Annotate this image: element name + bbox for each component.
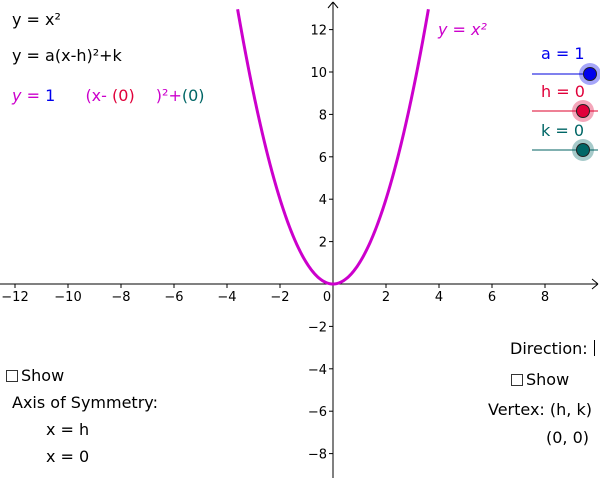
- x-tick-label: −10: [54, 290, 81, 305]
- eq-k-value: (0): [181, 86, 205, 105]
- equation-current: y = 1 (x- (0) )²+(0): [12, 88, 205, 104]
- x-axis-arrow: [591, 283, 599, 290]
- eq-square-term: )²+: [155, 86, 182, 105]
- y-tick-label: 12: [310, 24, 327, 39]
- eq-h-value: (0): [112, 86, 135, 105]
- x-tick-label: 6: [488, 290, 496, 305]
- y-tick-label: 10: [310, 66, 327, 81]
- y-axis-arrow: [327, 1, 334, 9]
- eq-x-term: (x-: [85, 86, 107, 105]
- plot-label-text: y = x: [438, 20, 481, 39]
- axis-of-symmetry-value: x = 0: [46, 447, 90, 466]
- x-tick-label: −6: [164, 290, 183, 305]
- equation-vertex-form: y = a(x-h)²+k: [12, 46, 122, 65]
- axis-show-checkbox[interactable]: Show: [6, 368, 64, 384]
- x-tick-label: 0: [323, 290, 331, 305]
- vertex-value: (0, 0): [546, 428, 590, 447]
- slider-h-label: h = 0: [541, 82, 585, 101]
- parabola-curve[interactable]: [236, 8, 430, 286]
- y-tick-label: 8: [319, 108, 327, 123]
- checkbox-icon[interactable]: [6, 370, 18, 382]
- axis-of-symmetry-formula: x = h: [46, 420, 90, 439]
- y-tick-label: −4: [308, 363, 327, 378]
- equation-y-x-squared: y = x²: [12, 10, 61, 29]
- checkbox-icon[interactable]: [511, 374, 523, 386]
- y-tick-label: 4: [319, 193, 327, 208]
- direction-cup-icon: [594, 340, 600, 356]
- x-tick-label: 8: [541, 290, 549, 305]
- y-tick-label: 6: [319, 151, 327, 166]
- eq-y-symbol: y: [12, 86, 22, 105]
- tick-labels: −12 −10 −8 −6 −4 −2 0 2 4 6 8 −8 −6 −4 −2 2 4 6 8 10 12: [1, 24, 549, 463]
- plot-function-label: y = x²: [438, 22, 487, 38]
- slider-k-knob[interactable]: [576, 143, 590, 157]
- plot-label-superscript: ²: [480, 20, 487, 39]
- slider-a-knob[interactable]: [583, 67, 597, 81]
- slider-a-label: a = 1: [541, 44, 585, 63]
- eq-equals: =: [26, 86, 40, 105]
- direction-label: Direction:: [510, 339, 588, 358]
- y-tick-label: 2: [319, 236, 327, 251]
- slider-h-knob[interactable]: [576, 104, 590, 118]
- axis-show-label: Show: [21, 366, 65, 385]
- vertex-show-label: Show: [526, 370, 570, 389]
- vertex-label: Vertex: (h, k): [488, 400, 592, 419]
- x-axis-arrow: [591, 278, 599, 285]
- y-tick-label: −6: [308, 405, 327, 420]
- x-tick-label: −8: [111, 290, 130, 305]
- y-axis-arrow: [332, 1, 339, 9]
- axis-of-symmetry-title: Axis of Symmetry:: [12, 393, 158, 412]
- x-tick-label: −4: [217, 290, 236, 305]
- x-tick-label: 2: [382, 290, 390, 305]
- vertex-show-checkbox[interactable]: Show: [511, 372, 569, 388]
- x-tick-label: 4: [435, 290, 443, 305]
- x-tick-label: −2: [270, 290, 289, 305]
- slider-k-track[interactable]: [532, 149, 598, 151]
- y-tick-label: −8: [308, 448, 327, 463]
- slider-a-track[interactable]: [532, 73, 596, 75]
- y-tick-label: −2: [308, 320, 327, 335]
- x-tick-label: −12: [1, 290, 28, 305]
- slider-h-track[interactable]: [532, 110, 598, 112]
- eq-a-value: 1: [45, 86, 56, 105]
- slider-k-label: k = 0: [541, 121, 585, 140]
